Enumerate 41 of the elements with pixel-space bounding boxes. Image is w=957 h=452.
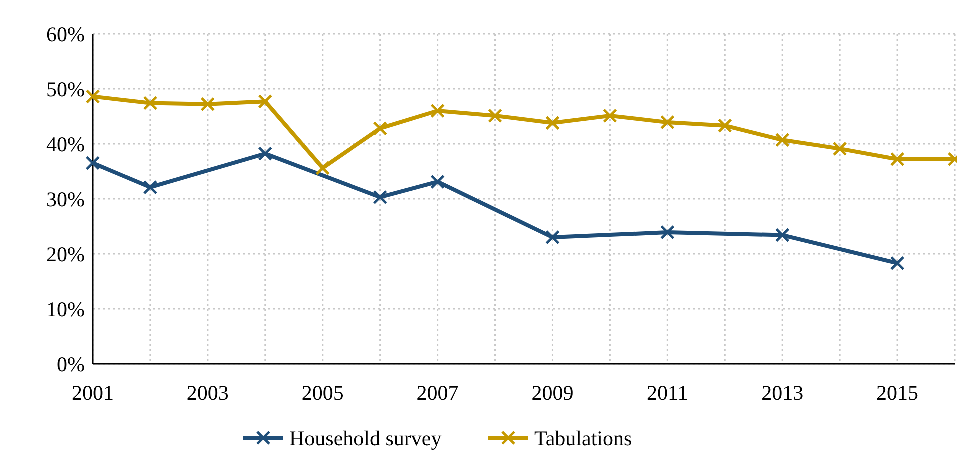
point	[775, 228, 790, 243]
x-tick-label: 2003	[186, 381, 229, 405]
x-tick-label: 2011	[647, 381, 688, 405]
legend-label: Household survey	[290, 426, 442, 450]
y-tick-label: 60%	[46, 22, 85, 46]
y-tick-label: 50%	[46, 77, 85, 102]
y-tick-label: 20%	[46, 242, 85, 266]
legend-label: Tabulations	[534, 426, 632, 450]
point	[660, 225, 675, 240]
point	[775, 132, 790, 148]
y-tick-label: 30%	[46, 187, 85, 212]
point	[660, 115, 675, 130]
point	[602, 108, 618, 124]
point	[143, 180, 158, 195]
y-tick-label: 10%	[46, 297, 85, 322]
point	[86, 89, 100, 104]
x-tick-label: 2001	[72, 381, 114, 405]
point	[430, 174, 446, 190]
point	[890, 256, 905, 271]
y-tick-label: 0%	[57, 352, 85, 376]
point	[258, 94, 273, 109]
point	[200, 97, 216, 112]
point	[373, 121, 388, 136]
point	[258, 146, 273, 162]
point	[316, 160, 330, 176]
point	[430, 104, 446, 118]
y-tick-label: 40%	[46, 132, 85, 156]
x-tick-label: 2015	[876, 381, 919, 405]
point	[890, 152, 905, 167]
point	[718, 118, 732, 134]
x-tick-label: 2007	[416, 381, 459, 405]
point	[373, 190, 388, 205]
x-tick-label: 2013	[762, 381, 804, 405]
x-tick-label: 2005	[302, 381, 344, 405]
point	[545, 116, 560, 130]
point	[832, 142, 848, 156]
x-tick-label: 2009	[532, 381, 574, 405]
point	[86, 156, 100, 170]
point	[545, 230, 560, 245]
point	[143, 96, 158, 111]
point	[488, 108, 503, 124]
